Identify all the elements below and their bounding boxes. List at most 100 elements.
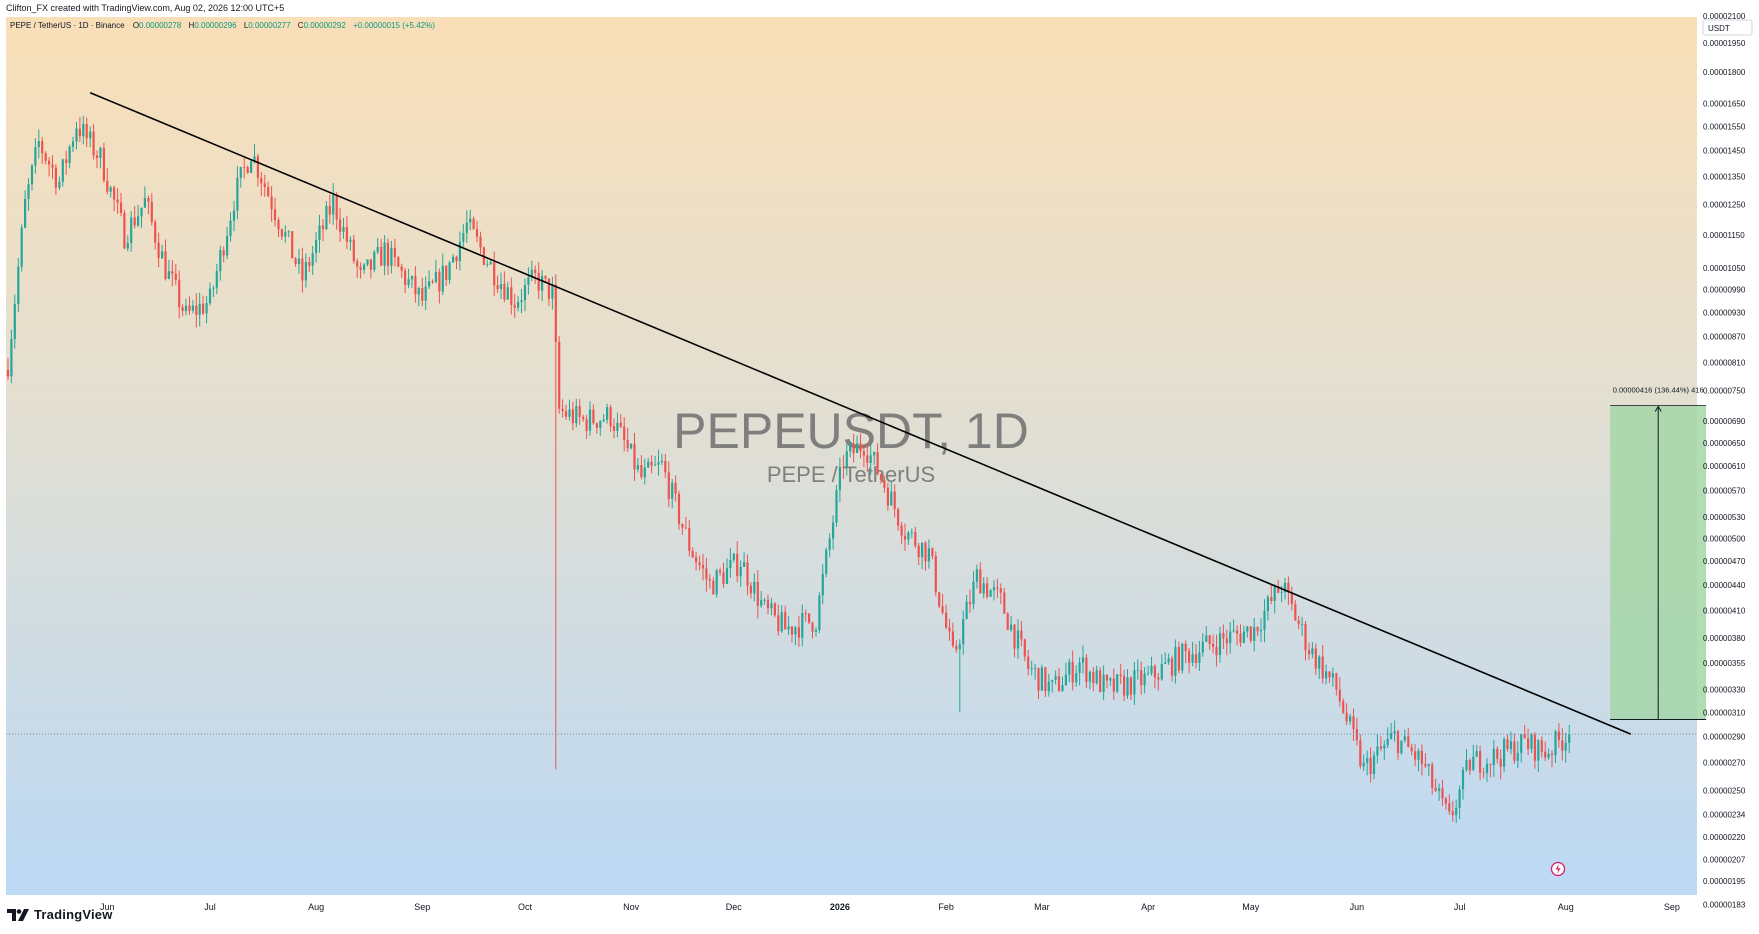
candle [866, 443, 869, 472]
candle [1102, 665, 1105, 701]
candle [178, 270, 181, 319]
candle [1071, 650, 1074, 691]
candle [770, 597, 773, 616]
candle [479, 231, 482, 254]
candle [897, 507, 900, 531]
candle [1451, 800, 1454, 822]
candle [328, 194, 331, 224]
candle [1256, 626, 1259, 637]
candle [941, 593, 944, 615]
candle [119, 192, 123, 217]
price-axis-panel [1697, 17, 1759, 895]
candle [917, 543, 920, 566]
candle [106, 168, 109, 195]
time-tick-label: Sep [414, 902, 430, 912]
candle [992, 580, 996, 601]
candle [287, 230, 290, 238]
candle [910, 528, 913, 539]
candle [1136, 659, 1139, 680]
candle [606, 403, 609, 424]
candle [458, 231, 461, 271]
candle [54, 164, 57, 195]
candle [1513, 733, 1516, 764]
candle [277, 217, 280, 238]
candle [431, 279, 434, 284]
candle [890, 481, 893, 506]
price-tick-label: 0.00000650 [1703, 439, 1746, 448]
currency-label: USDT [1708, 24, 1730, 33]
candle [198, 292, 201, 327]
candle [1085, 654, 1088, 689]
candle [633, 432, 636, 481]
candle [564, 404, 568, 420]
time-tick-label: Dec [726, 902, 743, 912]
candle [914, 526, 917, 549]
candle [1527, 728, 1530, 755]
candle [1461, 766, 1465, 800]
candle [386, 238, 390, 275]
candle [438, 268, 441, 304]
candle [821, 564, 824, 605]
price-tick-label: 0.00001800 [1703, 68, 1746, 77]
candle [82, 115, 85, 145]
watermark-description: PEPE / TetherUS [767, 462, 935, 487]
candle [1509, 731, 1513, 755]
candle [1434, 778, 1437, 792]
downtrend-line[interactable] [89, 91, 1632, 735]
candle [1290, 586, 1293, 611]
candle [1164, 652, 1167, 664]
candle [6, 358, 10, 380]
candle [1181, 642, 1184, 674]
candle [568, 399, 571, 421]
candle [1506, 734, 1509, 752]
candle [876, 443, 879, 476]
candle [558, 336, 561, 414]
candle [1297, 616, 1300, 630]
candle [725, 558, 729, 585]
candle [849, 441, 852, 458]
candle [630, 443, 633, 450]
candle [116, 188, 119, 214]
candle [321, 219, 325, 242]
candle [229, 212, 232, 242]
price-tick-label: 0.00000183 [1703, 900, 1746, 909]
currency-badge[interactable]: USDT [1702, 19, 1753, 36]
overlay-layer: 0.00000416 (136.44%) 416 [6, 91, 1707, 735]
legend-change: +0.00000015 (+5.42%) [353, 21, 435, 30]
candle [972, 571, 975, 610]
candle [195, 293, 198, 328]
candle [520, 288, 523, 314]
time-axis-panel [6, 895, 1759, 934]
price-axis[interactable]: 0.000022500.000021000.000019500.00001800… [1703, 0, 1746, 909]
candle [489, 260, 492, 265]
candle [1366, 750, 1369, 776]
tradingview-logo-icon [7, 908, 29, 921]
price-range-projection[interactable]: 0.00000416 (136.44%) 416 [1610, 386, 1707, 720]
candle [797, 615, 800, 647]
candle [1424, 753, 1427, 768]
alert-icon[interactable] [1550, 861, 1566, 877]
candle [102, 142, 105, 183]
candle [352, 234, 355, 264]
candle [677, 490, 681, 530]
candle [934, 551, 937, 597]
candle [1414, 744, 1417, 767]
time-tick-label: Mar [1034, 902, 1050, 912]
candle [99, 146, 102, 169]
candle [78, 117, 81, 142]
candle [219, 245, 222, 281]
candle [1465, 749, 1468, 772]
candle [1359, 734, 1362, 769]
candle [1448, 794, 1451, 815]
time-axis[interactable]: Jun Jul Aug Sep Oct Nov Dec 2026 Feb Mar Apr May Jun… [100, 902, 1680, 912]
candle [982, 577, 985, 599]
candle [434, 259, 437, 283]
candle [1349, 713, 1352, 725]
candle [551, 276, 554, 310]
candle [616, 412, 619, 438]
candle [719, 567, 722, 576]
candle [263, 174, 266, 197]
tradingview-logo[interactable]: TradingView [7, 907, 113, 922]
candle [1335, 672, 1338, 696]
